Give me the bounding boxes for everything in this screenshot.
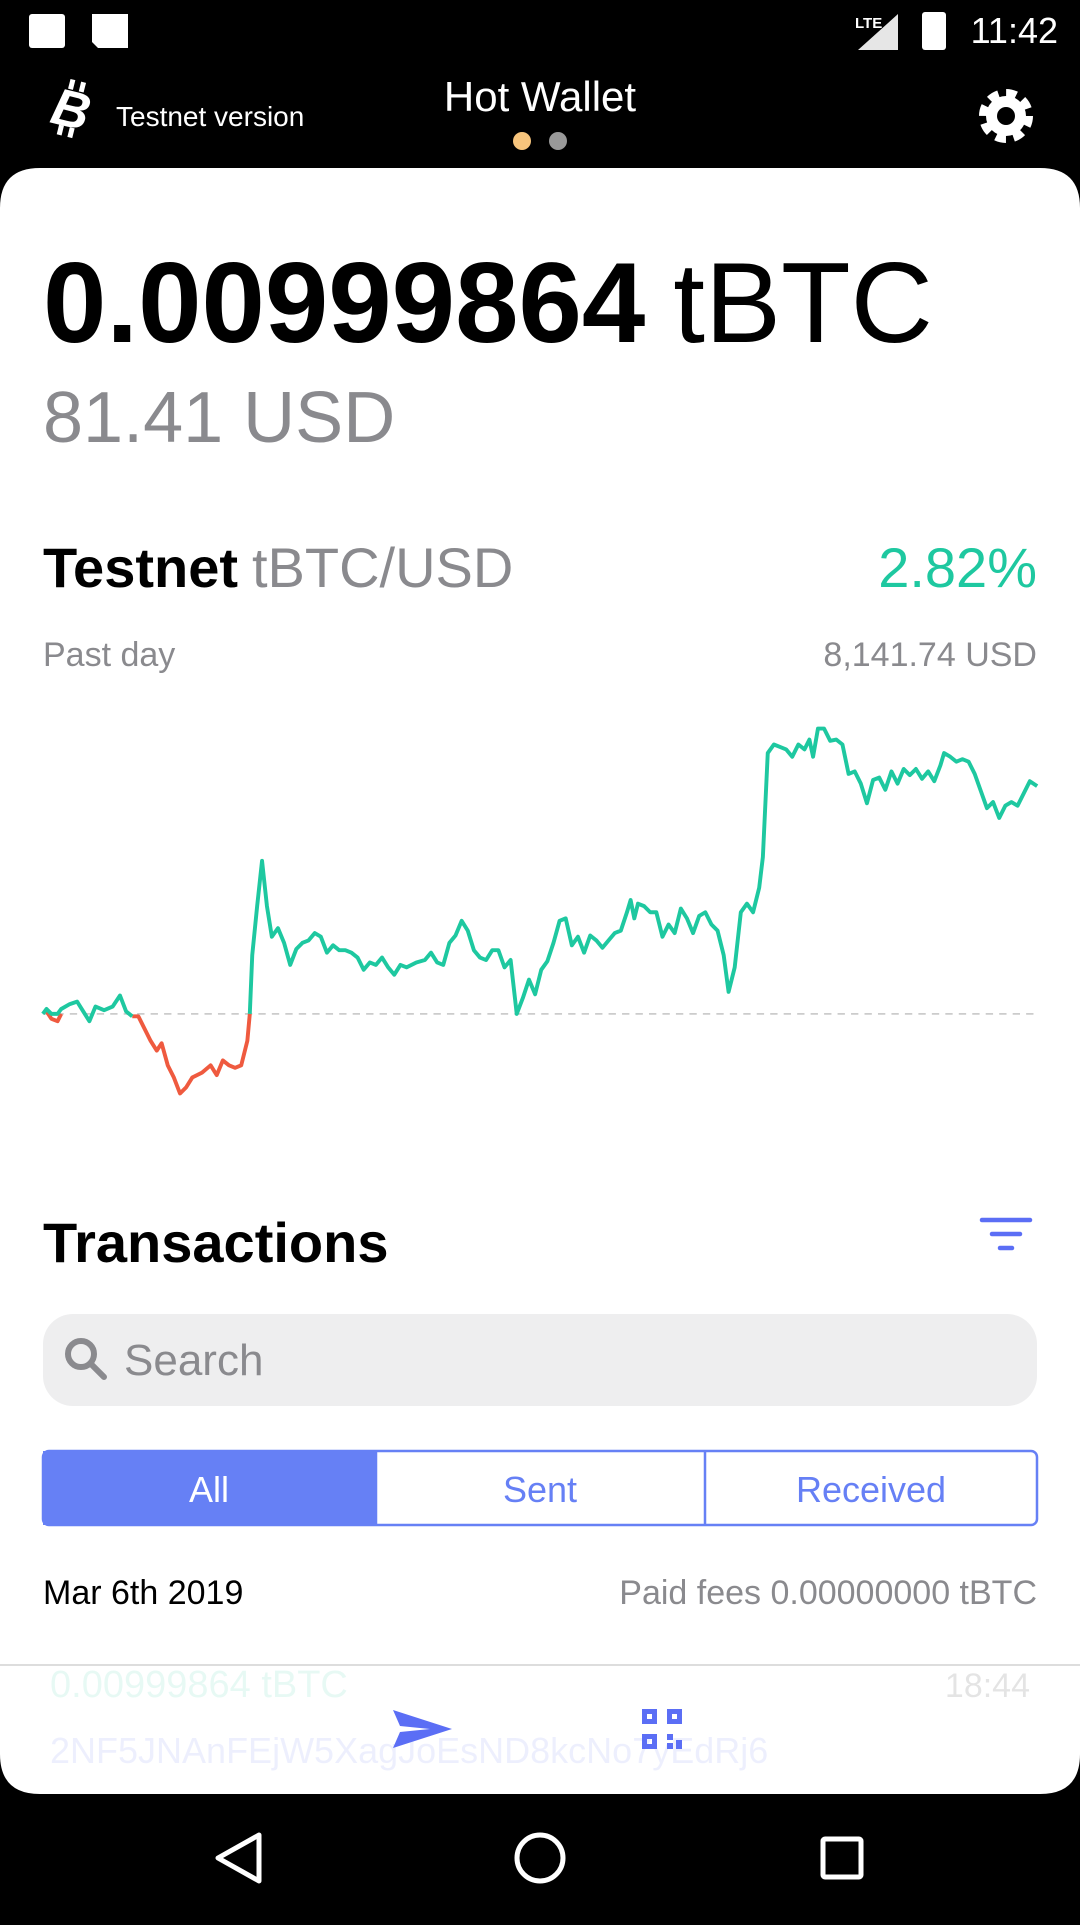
nav-recents[interactable]: [820, 1836, 864, 1880]
tx-time: 18:44: [945, 1667, 1030, 1705]
search-box[interactable]: [43, 1314, 1037, 1406]
fiat-balance: 81.41 USD: [43, 378, 395, 458]
receive-button[interactable]: [642, 1709, 682, 1749]
sd-card-icon: [92, 14, 128, 48]
tab[interactable]: Sent: [503, 1469, 577, 1510]
notification-icon: [29, 14, 65, 48]
tab-border: [41, 1449, 1039, 1527]
balance: 0.00999864 tBTC: [43, 240, 933, 367]
price-sparkline: [41, 726, 1039, 1096]
market-network: Testnet: [43, 536, 238, 599]
nav-back[interactable]: [215, 1832, 262, 1884]
signal-icon: [858, 14, 898, 50]
group-date: Mar 6th 2019: [43, 1574, 243, 1612]
pair: tBTC/USD: [252, 536, 513, 599]
price-change: 2.82%: [878, 536, 1037, 599]
market-pair: Testnet tBTC/USD: [43, 536, 513, 599]
tx-amount: 0.00999864 tBTC: [50, 1664, 348, 1706]
sparkline-down: [44, 1010, 63, 1024]
battery-icon: [922, 12, 946, 50]
send-button[interactable]: [393, 1710, 452, 1748]
page-dot-active[interactable]: [513, 132, 531, 150]
wallet-title: Hot Wallet: [444, 73, 636, 120]
network-type: LTE: [855, 15, 882, 32]
transactions-title: Transactions: [43, 1211, 388, 1274]
balance-amount: 0.00999864: [43, 240, 645, 367]
tab[interactable]: All: [189, 1469, 229, 1510]
tab-bar: All Sent Received: [41, 1449, 1039, 1527]
search-placeholder[interactable]: Search: [124, 1336, 263, 1385]
filter-button[interactable]: [979, 1217, 1033, 1251]
clock: 11:42: [971, 10, 1058, 51]
price: 8,141.74 USD: [823, 636, 1037, 674]
group-fees: Paid fees 0.00000000 tBTC: [619, 1574, 1037, 1612]
balance-unit: tBTC: [673, 240, 933, 367]
sparkline-up: [247, 726, 1039, 1016]
tab[interactable]: Received: [796, 1469, 946, 1510]
settings-button[interactable]: [979, 89, 1033, 143]
period: Past day: [43, 636, 175, 674]
brand-label: Testnet version: [116, 101, 304, 132]
sparkline-down: [132, 1013, 252, 1096]
sparkline-up: [41, 993, 134, 1024]
nav-home[interactable]: [514, 1832, 566, 1884]
page-dot[interactable]: [549, 132, 567, 150]
search-icon: [65, 1338, 107, 1380]
tab-selected-bg: [43, 1451, 376, 1525]
